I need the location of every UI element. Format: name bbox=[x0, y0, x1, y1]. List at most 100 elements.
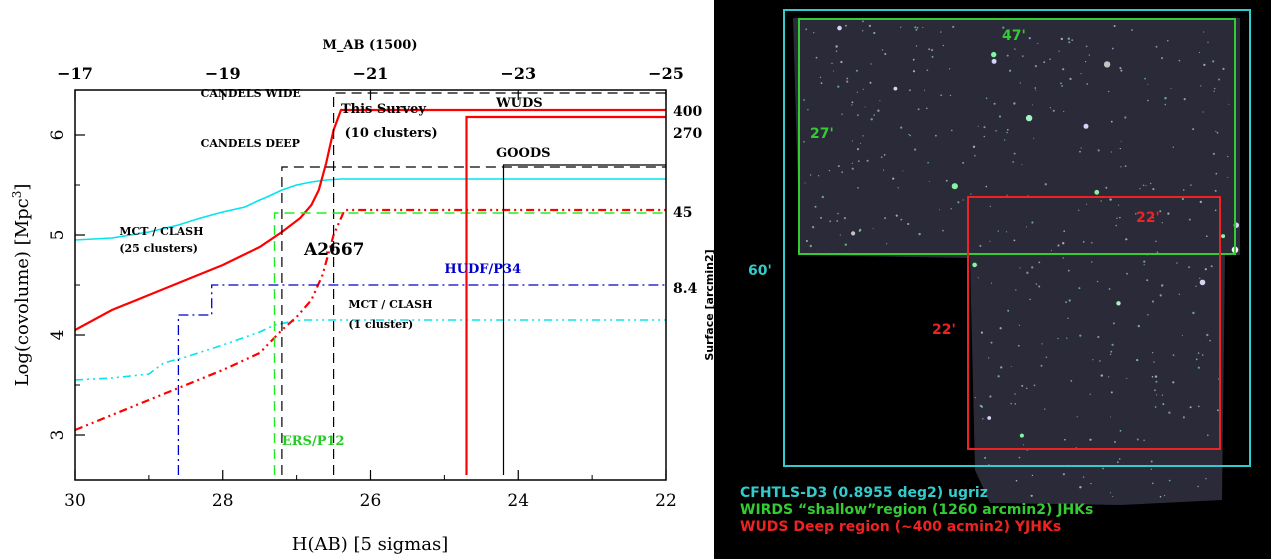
sky-star bbox=[858, 230, 861, 233]
sky-star bbox=[841, 113, 843, 115]
sky-star bbox=[1013, 102, 1016, 105]
sky-star bbox=[1116, 301, 1121, 306]
sky-star bbox=[1025, 114, 1033, 122]
sky-star bbox=[1064, 438, 1066, 441]
sky-star bbox=[869, 81, 872, 84]
sky-star bbox=[1110, 120, 1113, 123]
sky-star bbox=[1090, 483, 1092, 485]
series-line-8 bbox=[465, 115, 666, 475]
sky-star bbox=[1154, 406, 1157, 408]
sky-star bbox=[1035, 283, 1038, 285]
sky-star bbox=[1102, 467, 1104, 470]
sky-star bbox=[922, 26, 924, 29]
sky-star bbox=[1195, 358, 1198, 361]
sky-star bbox=[1136, 358, 1139, 362]
y-axis-label-end: ] bbox=[12, 184, 33, 191]
sky-star bbox=[1203, 63, 1206, 66]
sky-star bbox=[833, 70, 834, 72]
sky-star bbox=[984, 456, 987, 459]
sky-star bbox=[974, 397, 976, 399]
sky-star bbox=[999, 327, 1002, 330]
sky-star bbox=[1159, 495, 1162, 498]
red-width-label: 22' bbox=[1136, 210, 1160, 226]
sky-star bbox=[931, 55, 934, 58]
sky-star bbox=[1078, 287, 1081, 290]
sky-star bbox=[916, 26, 919, 29]
sky-star bbox=[1063, 110, 1065, 113]
sky-star bbox=[845, 24, 847, 27]
sky-star bbox=[1067, 269, 1070, 272]
sky-star bbox=[1120, 69, 1123, 72]
sky-star bbox=[1147, 314, 1149, 316]
sky-star bbox=[1178, 293, 1180, 295]
sky-star bbox=[1155, 240, 1157, 243]
sky-star bbox=[807, 109, 809, 111]
sky-star bbox=[1091, 261, 1093, 263]
sky-star bbox=[862, 88, 864, 90]
sky-star bbox=[1002, 26, 1005, 29]
sky-star bbox=[1222, 67, 1225, 70]
legend-wuds: WUDS Deep region (~400 acmin2) YJHKs bbox=[740, 519, 1061, 535]
sky-star bbox=[1218, 78, 1221, 81]
sky-star bbox=[1214, 209, 1217, 212]
sky-star bbox=[1199, 277, 1201, 279]
sky-star bbox=[873, 114, 875, 116]
sky-star bbox=[907, 222, 910, 226]
cfhtls-outline bbox=[783, 9, 1251, 467]
sky-star bbox=[952, 25, 955, 28]
y-tick-label: 4 bbox=[48, 330, 68, 341]
sky-star bbox=[1154, 389, 1156, 392]
sky-star bbox=[1040, 364, 1043, 367]
sky-star bbox=[1014, 393, 1016, 395]
sky-star bbox=[1153, 361, 1155, 363]
sky-star bbox=[1063, 230, 1066, 233]
sky-star bbox=[1143, 260, 1146, 263]
sky-star bbox=[851, 167, 854, 170]
sky-star bbox=[1045, 356, 1048, 359]
sky-star bbox=[1094, 189, 1100, 195]
sky-star bbox=[820, 82, 823, 84]
sky-star bbox=[1006, 128, 1009, 131]
sky-star bbox=[881, 49, 884, 51]
sky-star bbox=[1176, 262, 1178, 264]
sky-star bbox=[1083, 123, 1089, 129]
x-tick-label: 28 bbox=[212, 491, 234, 511]
sky-star bbox=[931, 49, 934, 52]
sky-star bbox=[837, 25, 842, 31]
sky-star bbox=[928, 180, 930, 182]
sky-star bbox=[1146, 279, 1149, 282]
x-tick-label: 30 bbox=[64, 491, 86, 511]
sky-star bbox=[942, 44, 945, 47]
sky-star bbox=[1050, 249, 1052, 252]
sky-star bbox=[1202, 111, 1204, 113]
sky-star bbox=[1137, 324, 1141, 328]
sky-star bbox=[843, 217, 847, 220]
series-line-7 bbox=[177, 284, 666, 475]
sky-star bbox=[1060, 37, 1064, 41]
sky-star bbox=[977, 125, 979, 127]
sky-star bbox=[1198, 405, 1200, 408]
sky-star bbox=[1167, 212, 1170, 215]
sky-star bbox=[1060, 82, 1062, 85]
sky-star bbox=[1126, 377, 1128, 379]
sky-star bbox=[1019, 433, 1024, 438]
sky-star bbox=[1025, 226, 1027, 228]
series-line-2 bbox=[75, 319, 666, 381]
sky-star bbox=[1156, 394, 1158, 396]
sky-star bbox=[1015, 289, 1017, 291]
sky-star bbox=[1120, 166, 1122, 168]
sky-star bbox=[1061, 85, 1063, 87]
sky-star bbox=[1052, 109, 1055, 112]
sky-star bbox=[835, 45, 838, 48]
series-line-6 bbox=[273, 212, 666, 475]
sky-star bbox=[846, 80, 849, 83]
sky-star bbox=[1110, 350, 1113, 353]
sky-star bbox=[1034, 65, 1037, 68]
sky-star bbox=[925, 107, 928, 110]
sky-star bbox=[1010, 402, 1012, 405]
chart-annotation: GOODS bbox=[496, 146, 550, 161]
sky-star bbox=[1213, 87, 1216, 90]
sky-star bbox=[982, 418, 984, 420]
sky-star bbox=[1156, 251, 1159, 253]
red-height-label: 22' bbox=[932, 322, 956, 338]
